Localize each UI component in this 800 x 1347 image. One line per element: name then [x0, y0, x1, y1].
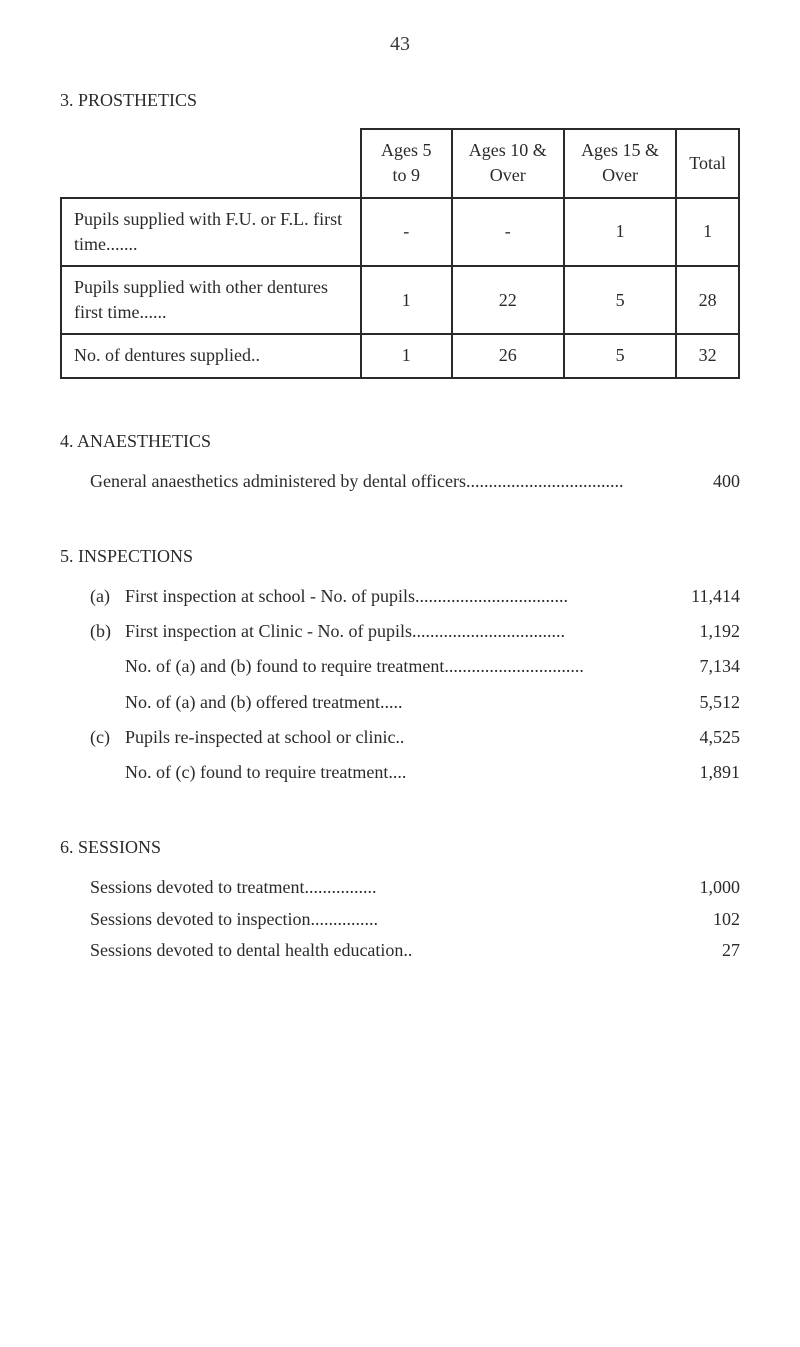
table-row-label: Pupils supplied with F.U. or F.L. first …: [61, 198, 361, 266]
table-header-empty: [61, 129, 361, 197]
list-letter: (a): [90, 584, 125, 609]
table-cell: 1: [361, 266, 452, 334]
inspection-label: (b)First inspection at Clinic - No. of p…: [90, 619, 680, 644]
sessions-item: Sessions devoted to inspection..........…: [90, 907, 740, 932]
inspections-heading: 5. INSPECTIONS: [60, 544, 740, 569]
table-cell: 28: [676, 266, 739, 334]
sessions-item: Sessions devoted to dental health educat…: [90, 938, 740, 963]
prosthetics-table: Ages 5 to 9 Ages 10 & Over Ages 15 & Ove…: [60, 128, 740, 378]
inspection-label: No. of (c) found to require treatment...…: [90, 760, 680, 785]
anaesthetics-label: General anaesthetics administered by den…: [90, 469, 693, 494]
item-text: No. of (a) and (b) found to require trea…: [125, 656, 584, 676]
item-text: No. of (a) and (b) offered treatment....…: [125, 692, 403, 712]
inspection-item: No. of (a) and (b) offered treatment....…: [90, 690, 740, 715]
inspection-item: No. of (c) found to require treatment...…: [90, 760, 740, 785]
inspection-item: (a)First inspection at school - No. of p…: [90, 584, 740, 609]
table-row: No. of dentures supplied.. 1 26 5 32: [61, 334, 739, 377]
table-cell: 1: [676, 198, 739, 266]
table-cell: 26: [452, 334, 564, 377]
table-header-col4: Total: [676, 129, 739, 197]
table-row-label: Pupils supplied with other dentures firs…: [61, 266, 361, 334]
page-number: 43: [60, 30, 740, 58]
item-text: Pupils re-inspected at school or clinic.…: [125, 727, 404, 747]
prosthetics-heading: 3. PROSTHETICS: [60, 88, 740, 113]
inspection-label: No. of (a) and (b) offered treatment....…: [90, 690, 680, 715]
table-cell: 1: [564, 198, 676, 266]
inspection-item: No. of (a) and (b) found to require trea…: [90, 654, 740, 679]
sessions-label: Sessions devoted to inspection..........…: [90, 907, 693, 932]
anaesthetics-item: General anaesthetics administered by den…: [90, 469, 740, 494]
anaesthetics-value: 400: [693, 469, 740, 494]
table-cell: 1: [361, 334, 452, 377]
inspection-item: (c)Pupils re-inspected at school or clin…: [90, 725, 740, 750]
table-row: Pupils supplied with other dentures firs…: [61, 266, 739, 334]
inspection-label: (c)Pupils re-inspected at school or clin…: [90, 725, 680, 750]
list-letter: (b): [90, 619, 125, 644]
table-row-label: No. of dentures supplied..: [61, 334, 361, 377]
table-header-col2: Ages 10 & Over: [452, 129, 564, 197]
table-cell: 5: [564, 266, 676, 334]
table-cell: 5: [564, 334, 676, 377]
table-header-row: Ages 5 to 9 Ages 10 & Over Ages 15 & Ove…: [61, 129, 739, 197]
table-cell: 22: [452, 266, 564, 334]
inspection-value: 4,525: [680, 725, 741, 750]
item-text: No. of (c) found to require treatment...…: [125, 762, 406, 782]
item-text: First inspection at school - No. of pupi…: [125, 586, 568, 606]
sessions-label: Sessions devoted to dental health educat…: [90, 938, 702, 963]
inspection-item: (b)First inspection at Clinic - No. of p…: [90, 619, 740, 644]
table-cell: 32: [676, 334, 739, 377]
sessions-section: 6. SESSIONS Sessions devoted to treatmen…: [60, 835, 740, 963]
table-cell: -: [452, 198, 564, 266]
inspection-label: No. of (a) and (b) found to require trea…: [90, 654, 680, 679]
table-cell: -: [361, 198, 452, 266]
sessions-value: 102: [693, 907, 740, 932]
sessions-value: 27: [702, 938, 740, 963]
table-header-col1: Ages 5 to 9: [361, 129, 452, 197]
sessions-heading: 6. SESSIONS: [60, 835, 740, 860]
prosthetics-section: 3. PROSTHETICS Ages 5 to 9 Ages 10 & Ove…: [60, 88, 740, 379]
inspection-value: 1,891: [680, 760, 741, 785]
inspections-section: 5. INSPECTIONS (a)First inspection at sc…: [60, 544, 740, 785]
inspection-label: (a)First inspection at school - No. of p…: [90, 584, 671, 609]
table-row: Pupils supplied with F.U. or F.L. first …: [61, 198, 739, 266]
inspection-value: 5,512: [680, 690, 741, 715]
inspection-value: 1,192: [680, 619, 741, 644]
sessions-item: Sessions devoted to treatment...........…: [90, 875, 740, 900]
inspection-value: 7,134: [680, 654, 741, 679]
inspection-value: 11,414: [671, 584, 740, 609]
list-letter: (c): [90, 725, 125, 750]
anaesthetics-heading: 4. ANAESTHETICS: [60, 429, 740, 454]
sessions-label: Sessions devoted to treatment...........…: [90, 875, 680, 900]
anaesthetics-section: 4. ANAESTHETICS General anaesthetics adm…: [60, 429, 740, 494]
table-header-col3: Ages 15 & Over: [564, 129, 676, 197]
item-text: First inspection at Clinic - No. of pupi…: [125, 621, 565, 641]
sessions-value: 1,000: [680, 875, 741, 900]
